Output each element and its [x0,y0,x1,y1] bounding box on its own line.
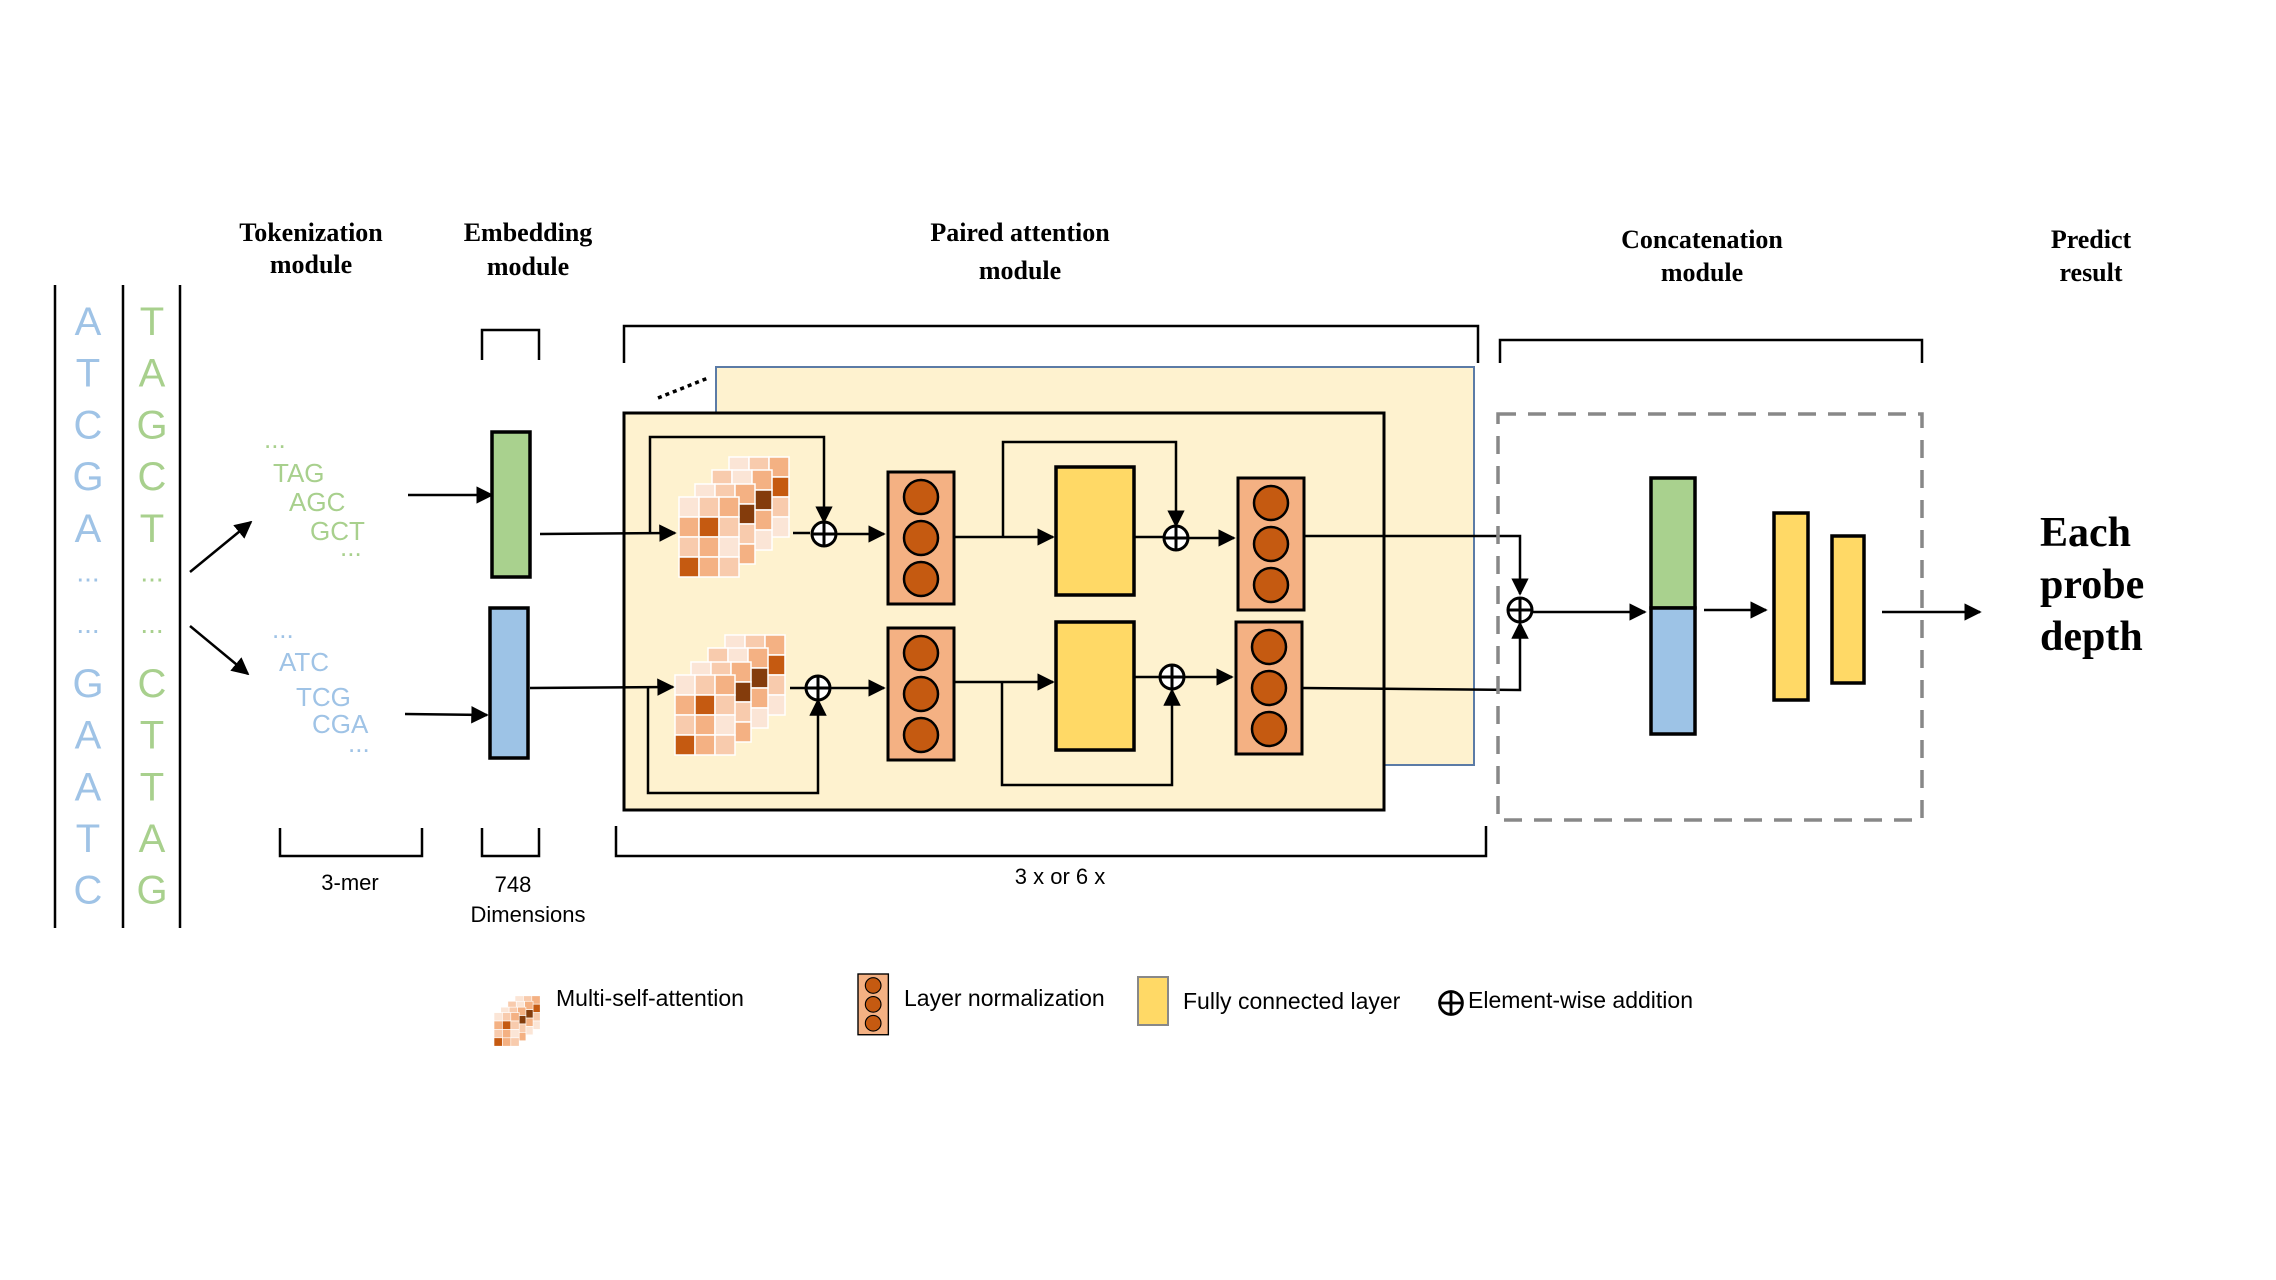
nucleotide: C [74,869,103,913]
attention-top-bracket [622,324,1480,363]
kmer-size-label: 3-mer [321,870,378,895]
kmer-tokens-lower: ... ATC TCG CGA ... [272,614,370,758]
token-to-embed-arrow-lower [404,706,489,724]
nucleotide: ... [76,608,99,639]
kmer-token: ... [348,728,370,758]
lower-branch [529,620,1529,795]
layer-norm-legend-icon [857,973,890,1036]
kmer-token: ... [264,424,286,454]
kmer-token: ... [272,614,294,644]
nucleotide: ... [140,608,163,639]
predict-header: Predict result [2051,225,2132,287]
concat-dashed-box [1496,412,1924,822]
nucleotide: T [76,352,100,396]
msa-legend-icon [493,995,541,1047]
repeat-label: 3 x or 6 x [1015,864,1105,889]
nucleotide: A [139,817,166,861]
embedding-bottom-bracket [480,828,541,858]
concat-vector-green [1649,476,1697,610]
add-icon-upper-2 [1162,524,1190,552]
tokenization-header: Tokenization module [239,218,383,279]
add-icon-lower-2 [1158,663,1186,691]
upper-branch [539,435,1529,612]
nucleotide: ... [140,557,163,588]
fc-layer-2 [1830,534,1866,685]
nucleotide: T [76,817,100,861]
legend-add-label: Element-wise addition [1468,987,1693,1013]
nucleotide: ... [76,557,99,588]
layer-norm-lower-2 [1234,620,1304,756]
kmer-bracket [278,828,424,858]
split-arrow-down [189,625,250,676]
nucleotide: T [140,714,164,758]
embedding-header: Embedding module [464,218,593,281]
nucleotide: G [72,662,103,706]
layer-norm-upper-2 [1236,476,1306,612]
nucleotide: A [75,507,102,551]
attention-bottom-bracket [614,826,1488,858]
nucleotide: C [138,455,167,499]
kmer-tokens-upper: ... TAG AGC GCT ... [264,424,365,562]
output-label: Each probe depth [2040,510,2155,660]
fc-block-upper [1054,465,1136,597]
kmer-token: AGC [289,487,345,517]
kmer-token: TCG [296,682,351,712]
layer-norm-lower-1 [886,626,956,762]
nucleotide: A [75,714,102,758]
nucleotide: C [138,662,167,706]
embedding-top-bracket [480,328,541,360]
kmer-token: TAG [273,458,325,488]
nucleotide: G [136,869,167,913]
nucleotide: A [139,352,166,396]
fc-legend-icon [1137,976,1169,1026]
concat-add-icon [1506,596,1534,624]
legend: Multi-self-attention Layer normalization… [493,973,1693,1047]
kmer-token: ATC [279,647,329,677]
add-legend-icon [1438,990,1464,1016]
nucleotide: T [140,507,164,551]
fc-layer-1 [1772,511,1810,702]
dims-number: 748 [495,872,532,897]
split-arrow-up [189,520,253,573]
nucleotide: T [140,300,164,344]
layer-norm-upper-1 [886,470,956,606]
embedding-vector-blue [488,606,530,760]
nucleotide: G [72,455,103,499]
paired-attention-header: Paired attention module [930,218,1110,285]
nucleotide: G [136,403,167,447]
legend-fc-label: Fully connected layer [1183,988,1401,1014]
concat-top-bracket [1498,338,1924,363]
kmer-token: GCT [310,516,365,546]
add-icon-upper-1 [810,520,838,548]
nucleotide: A [75,765,102,809]
fc-block-lower [1054,620,1136,752]
dims-label: Dimensions [471,902,586,927]
stack-ellipsis [657,376,709,400]
embedding-vector-green [490,430,532,579]
nucleotide: A [75,300,102,344]
legend-layer-norm-label: Layer normalization [904,985,1105,1011]
legend-msa-label: Multi-self-attention [556,985,744,1011]
concatenation-header: Concatenation module [1621,225,1783,287]
concat-vector-blue [1649,606,1697,736]
nucleotide: T [140,765,164,809]
nucleotide: C [74,403,103,447]
kmer-token: CGA [312,709,369,739]
kmer-token: ... [340,532,362,562]
add-icon-lower-1 [804,674,832,702]
